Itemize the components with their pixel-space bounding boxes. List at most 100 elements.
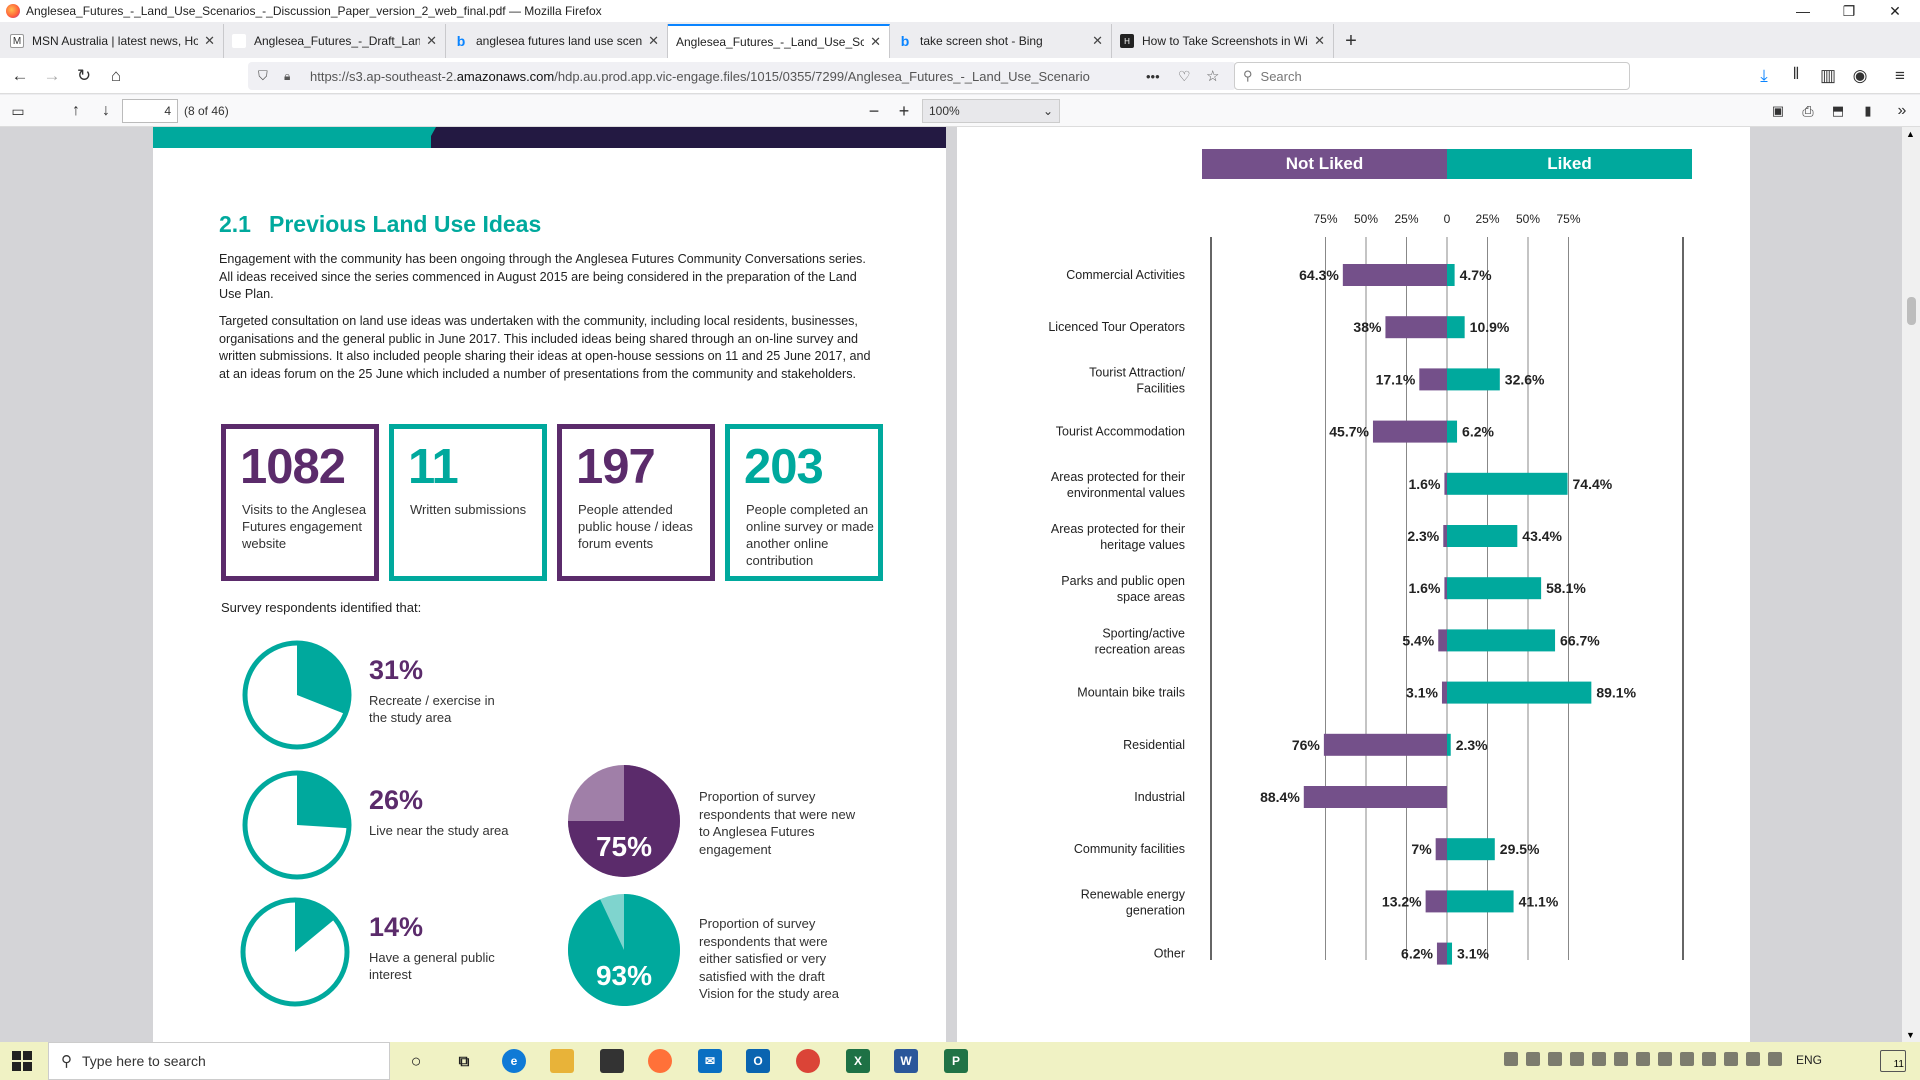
file-explorer-icon[interactable] (550, 1049, 574, 1073)
lock-icon: 🔒︎ (284, 68, 291, 83)
toggle-sidebar-icon[interactable]: ▭ (11, 102, 25, 119)
consultation-paragraph: Targeted consultation on land use ideas … (219, 314, 871, 381)
address-bar[interactable]: ⛉ 🔒︎ https://s3.ap-southeast-2.amazonaws… (248, 62, 1236, 90)
tray-icon-2[interactable] (1526, 1052, 1540, 1066)
stat-label: People completed an online survey or mad… (746, 502, 874, 568)
zoom-in-icon[interactable]: + (898, 100, 910, 121)
firefox-taskbar-icon[interactable] (648, 1049, 672, 1073)
close-tab-icon[interactable]: ✕ (426, 33, 437, 48)
stat-number: 203 (744, 440, 824, 494)
mail-icon[interactable]: ✉ (698, 1049, 722, 1073)
bar-not-liked (1444, 577, 1447, 600)
tray-icon-10[interactable] (1702, 1052, 1716, 1066)
taskbar-search-input[interactable]: ⚲ Type here to search (48, 1042, 390, 1080)
outlook-icon[interactable]: O (746, 1049, 770, 1073)
x-tick-label: 0 (1444, 212, 1451, 226)
tab-bing-screenshot[interactable]: b take screen shot - Bing ✕ (890, 24, 1112, 58)
tab-label: Anglesea_Futures_-_Draft_Land_Us (254, 34, 421, 48)
window-title: Anglesea_Futures_-_Land_Use_Scenarios_-_… (26, 4, 602, 18)
print-icon[interactable]: ⎙ (1802, 102, 1814, 119)
minimize-button[interactable]: — (1796, 3, 1810, 19)
pie-label-public-interest: 14% Have a general public interest (369, 912, 509, 983)
close-tab-icon[interactable]: ✕ (648, 33, 659, 48)
forward-arrow-icon[interactable]: → (43, 65, 61, 85)
data-label-not-liked: 76% (1292, 737, 1321, 753)
bluetooth-icon[interactable] (1636, 1052, 1650, 1066)
zoom-out-icon[interactable]: − (868, 100, 880, 121)
firefox-icon (6, 4, 20, 18)
new-tab-button[interactable]: + (1345, 29, 1357, 52)
bookmark-icon[interactable]: ▮ (1864, 103, 1872, 118)
scroll-up-icon[interactable]: ▲ (1906, 129, 1915, 139)
pdf-viewer[interactable]: 2.1 Previous Land Use Ideas Engagement wi… (0, 127, 1920, 1042)
tab-land-use-scenarios[interactable]: Anglesea_Futures_-_Land_Use_Scen ✕ (668, 24, 890, 58)
tray-icon-3[interactable] (1548, 1052, 1562, 1066)
network-icon[interactable] (1746, 1052, 1760, 1066)
scrollbar-thumb[interactable] (1907, 297, 1916, 325)
excel-icon[interactable]: X (846, 1049, 870, 1073)
pie-percent: 75% (596, 831, 652, 862)
store-icon[interactable] (600, 1049, 624, 1073)
reload-icon[interactable]: ↻ (76, 65, 92, 85)
notification-center-icon[interactable]: 11 (1880, 1050, 1906, 1072)
close-tab-icon[interactable]: ✕ (204, 33, 215, 48)
tab-htg[interactable]: H How to Take Screenshots in Win ✕ (1112, 24, 1334, 58)
vertical-scrollbar[interactable]: ▲ ▼ (1902, 127, 1920, 1042)
tab-draft-land-use[interactable]: Anglesea_Futures_-_Draft_Land_Us ✕ (224, 24, 446, 58)
home-icon[interactable]: ⌂ (110, 65, 122, 85)
close-window-button[interactable]: ✕ (1889, 2, 1901, 19)
back-arrow-icon[interactable]: ← (11, 65, 29, 85)
page-actions-menu-icon[interactable]: ••• (1146, 68, 1160, 84)
previous-page-icon[interactable]: ↑ (72, 102, 80, 119)
x-tick-label: 50% (1516, 212, 1540, 226)
presentation-mode-icon[interactable]: ▣ (1771, 103, 1785, 118)
bar-liked (1447, 368, 1500, 391)
close-tab-icon[interactable]: ✕ (870, 34, 881, 49)
volume-icon[interactable] (1724, 1052, 1738, 1066)
tray-icon-9[interactable] (1680, 1052, 1694, 1066)
page-number-input[interactable]: 4 (122, 99, 178, 123)
shield-icon: ⛉ (258, 68, 268, 83)
tray-icon-6[interactable] (1614, 1052, 1628, 1066)
tray-icon-13[interactable] (1768, 1052, 1782, 1066)
tray-icon-1[interactable] (1504, 1052, 1518, 1066)
language-indicator[interactable]: ENG (1796, 1053, 1823, 1067)
cortana-icon[interactable]: ○ (410, 1050, 422, 1071)
data-label-liked: 66.7% (1560, 632, 1600, 648)
tray-icon-8[interactable] (1658, 1052, 1672, 1066)
account-icon[interactable]: ◉ (1852, 65, 1868, 85)
stat-number: 11 (408, 440, 459, 494)
close-tab-icon[interactable]: ✕ (1314, 33, 1325, 48)
next-page-icon[interactable]: ↓ (102, 102, 110, 119)
sidebar-icon[interactable]: ▥ (1819, 65, 1837, 85)
edge-icon[interactable]: e (502, 1049, 526, 1073)
bar-liked (1447, 316, 1465, 339)
tray-icon-4[interactable] (1570, 1052, 1584, 1066)
data-label-not-liked: 1.6% (1408, 580, 1440, 596)
bar-not-liked (1303, 786, 1447, 808)
tab-bing-anglesea[interactable]: b anglesea futures land use scena ✕ (446, 24, 668, 58)
pocket-icon[interactable]: ♡ (1178, 67, 1191, 84)
category-label: Sporting/active recreation areas (1095, 626, 1185, 656)
menu-hamburger-icon[interactable]: ≡ (1895, 65, 1905, 85)
chrome-icon[interactable] (796, 1049, 820, 1073)
project-icon[interactable]: P (944, 1049, 968, 1073)
tab-msn[interactable]: M MSN Australia | latest news, Ho ✕ (2, 24, 224, 58)
tools-chevron-icon[interactable]: » (1897, 102, 1907, 119)
windows-start-icon[interactable] (12, 1051, 32, 1071)
task-view-icon[interactable]: ⧉ (458, 1052, 470, 1070)
search-input[interactable]: ⚲ Search (1234, 62, 1630, 90)
close-tab-icon[interactable]: ✕ (1092, 33, 1103, 48)
bar-not-liked (1342, 264, 1447, 286)
library-icon[interactable]: 𝍪 (1793, 64, 1799, 83)
zoom-select[interactable]: 100% ⌄ (922, 99, 1060, 123)
data-label-liked: 3.1% (1457, 946, 1489, 962)
maximize-button[interactable]: ❐ (1842, 2, 1856, 19)
bookmark-star-icon[interactable]: ☆ (1206, 68, 1220, 85)
scroll-down-icon[interactable]: ▼ (1906, 1030, 1915, 1040)
save-icon[interactable]: ⬒ (1831, 103, 1845, 118)
downloads-icon[interactable]: ⤓ (1760, 65, 1768, 85)
tray-icon-5[interactable] (1592, 1052, 1606, 1066)
chevron-down-icon: ⌄ (1042, 104, 1053, 118)
word-icon[interactable]: W (894, 1049, 918, 1073)
